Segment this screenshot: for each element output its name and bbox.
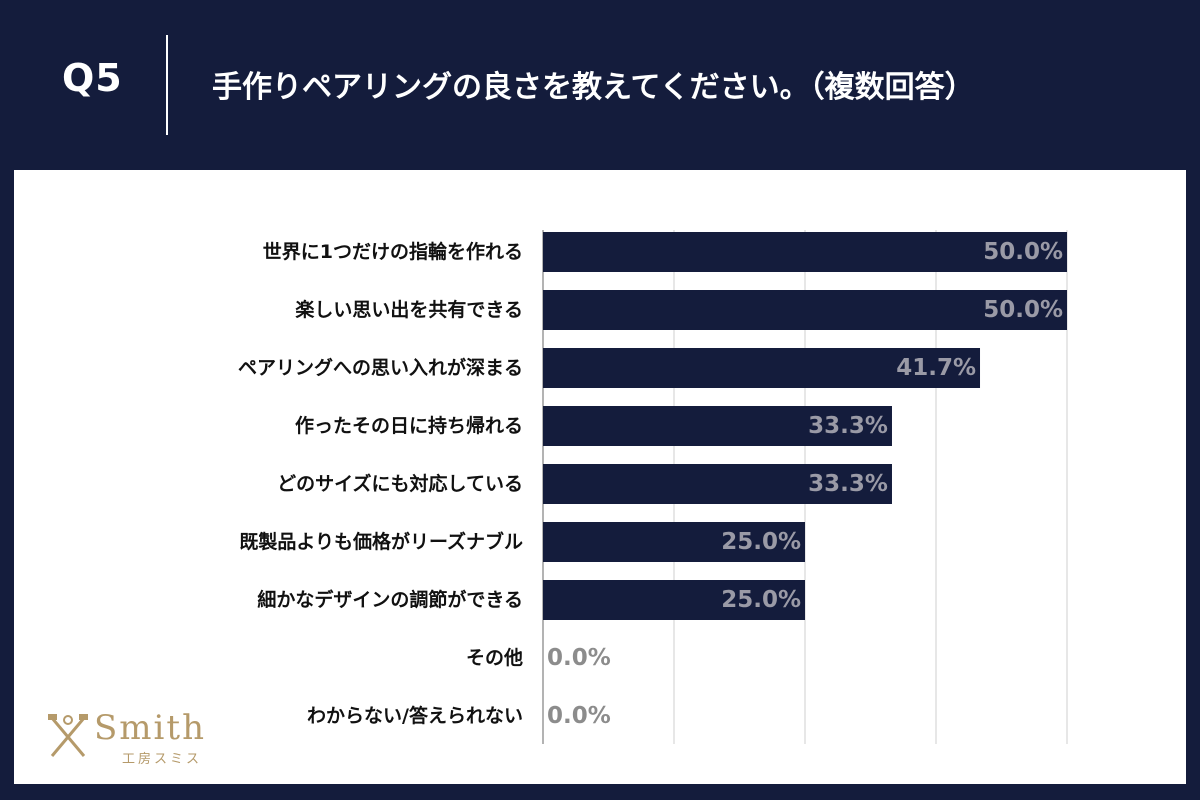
category-label: わからない/答えられない bbox=[307, 704, 523, 727]
category-label: 作ったその日に持ち帰れる bbox=[295, 414, 523, 437]
category-label: 細かなデザインの調節ができる bbox=[257, 588, 523, 611]
header-divider bbox=[166, 35, 168, 135]
smith-logo: Smith 工房スミス bbox=[46, 708, 226, 768]
bar bbox=[543, 406, 892, 446]
bar bbox=[543, 290, 1067, 330]
value-label: 0.0% bbox=[547, 645, 611, 671]
category-label: 既製品よりも価格がリーズナブル bbox=[239, 530, 523, 553]
value-label: 50.0% bbox=[983, 239, 1063, 265]
value-label: 33.3% bbox=[808, 471, 888, 497]
value-label: 25.0% bbox=[721, 529, 801, 555]
question-number: Q5 bbox=[62, 56, 123, 100]
question-title: 手作りペアリングの良さを教えてください。（複数回答） bbox=[212, 70, 975, 105]
bar bbox=[543, 464, 892, 504]
crossed-tools-icon bbox=[48, 714, 88, 757]
value-label: 41.7% bbox=[896, 355, 976, 381]
bar-chart: 世界に1つだけの指輪を作れる 50.0% 楽しい思い出を共有できる 50.0% ペアリン… bbox=[238, 230, 1068, 744]
logo-name: Smith bbox=[94, 708, 206, 748]
value-label: 33.3% bbox=[808, 413, 888, 439]
category-label: 世界に1つだけの指輪を作れる bbox=[263, 240, 523, 263]
bar bbox=[543, 580, 805, 620]
value-label: 0.0% bbox=[547, 703, 611, 729]
chart-panel: 世界に1つだけの指輪を作れる 50.0% 楽しい思い出を共有できる 50.0% ペアリン… bbox=[14, 170, 1186, 784]
header: Q5 手作りペアリングの良さを教えてください。（複数回答） bbox=[0, 0, 1200, 170]
category-label: 楽しい思い出を共有できる bbox=[295, 298, 523, 321]
value-label: 50.0% bbox=[983, 297, 1063, 323]
bar bbox=[543, 348, 981, 388]
logo-subtitle: 工房スミス bbox=[122, 752, 203, 767]
bar bbox=[543, 232, 1067, 272]
bar bbox=[543, 522, 805, 562]
category-label: その他 bbox=[466, 646, 523, 669]
value-label: 25.0% bbox=[721, 587, 801, 613]
category-label: ペアリングへの思い入れが深まる bbox=[238, 356, 523, 379]
category-label: どのサイズにも対応している bbox=[277, 472, 523, 495]
